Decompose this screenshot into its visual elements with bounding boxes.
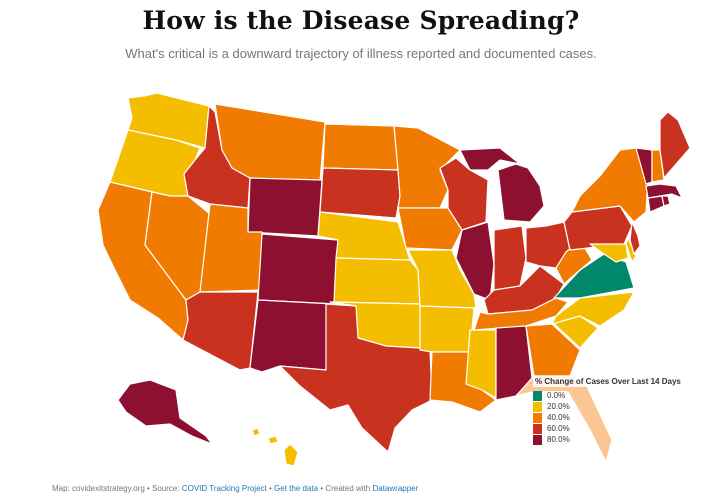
state-AK[interactable] — [117, 379, 213, 445]
state-ND[interactable] — [322, 123, 399, 171]
datawrapper-link[interactable]: Datawrapper — [372, 484, 419, 493]
state-CO[interactable] — [257, 233, 339, 305]
page-subtitle: What's critical is a downward trajectory… — [125, 46, 597, 61]
state-MS[interactable] — [465, 329, 497, 399]
state-MD[interactable] — [589, 243, 629, 263]
legend-item: 80.0% — [533, 434, 683, 445]
state-MO[interactable] — [407, 249, 477, 309]
state-ME[interactable] — [659, 111, 691, 179]
state-MA[interactable] — [645, 183, 683, 199]
state-HI-2[interactable] — [267, 435, 279, 445]
legend-swatch — [533, 423, 542, 434]
state-WY[interactable] — [247, 177, 323, 237]
legend-label: 0.0% — [545, 391, 568, 400]
state-MN[interactable] — [393, 125, 461, 209]
state-CT[interactable] — [647, 195, 665, 213]
state-WV[interactable] — [555, 239, 593, 285]
footer-sep: • — [269, 484, 272, 493]
state-KS[interactable] — [333, 257, 421, 305]
footer-prefix: Map: covidexitstrategy.org • Source: — [52, 484, 180, 493]
legend-item: 20.0% — [533, 401, 683, 412]
legend-swatch — [533, 401, 542, 412]
state-HI-3[interactable] — [251, 427, 261, 437]
footer-credits: Map: covidexitstrategy.org • Source: COV… — [52, 484, 418, 493]
legend-label: 40.0% — [545, 413, 572, 422]
legend-label: 60.0% — [545, 424, 572, 433]
state-GA[interactable] — [525, 323, 581, 377]
state-AR[interactable] — [419, 305, 475, 353]
legend-label: 20.0% — [545, 402, 572, 411]
legend-swatch — [533, 412, 542, 423]
footer-sep: • Created with — [320, 484, 371, 493]
map-legend: % Change of Cases Over Last 14 Days 0.0%… — [533, 376, 683, 445]
legend-swatch — [533, 434, 542, 445]
legend-item: 0.0% — [533, 390, 683, 401]
state-SD[interactable] — [319, 167, 401, 219]
state-MI-up[interactable] — [459, 147, 521, 171]
state-NC[interactable] — [551, 291, 635, 327]
state-NJ[interactable] — [629, 221, 641, 255]
source-link[interactable]: COVID Tracking Project — [181, 484, 267, 493]
legend-item: 60.0% — [533, 423, 683, 434]
state-MI[interactable] — [497, 163, 545, 223]
state-AZ[interactable] — [182, 291, 259, 371]
legend-title: % Change of Cases Over Last 14 Days — [533, 376, 683, 387]
state-TX[interactable] — [279, 303, 433, 453]
legend-swatch — [533, 390, 542, 401]
state-IN[interactable] — [493, 225, 527, 291]
state-HI-1[interactable] — [283, 443, 299, 467]
state-IA[interactable] — [397, 207, 463, 251]
legend-label: 80.0% — [545, 435, 572, 444]
get-data-link[interactable]: Get the data — [274, 484, 319, 493]
state-NM[interactable] — [249, 299, 335, 373]
page-title: How is the Disease Spreading? — [142, 6, 580, 35]
legend-item: 40.0% — [533, 412, 683, 423]
state-TN[interactable] — [473, 297, 569, 331]
state-RI[interactable] — [661, 195, 671, 207]
